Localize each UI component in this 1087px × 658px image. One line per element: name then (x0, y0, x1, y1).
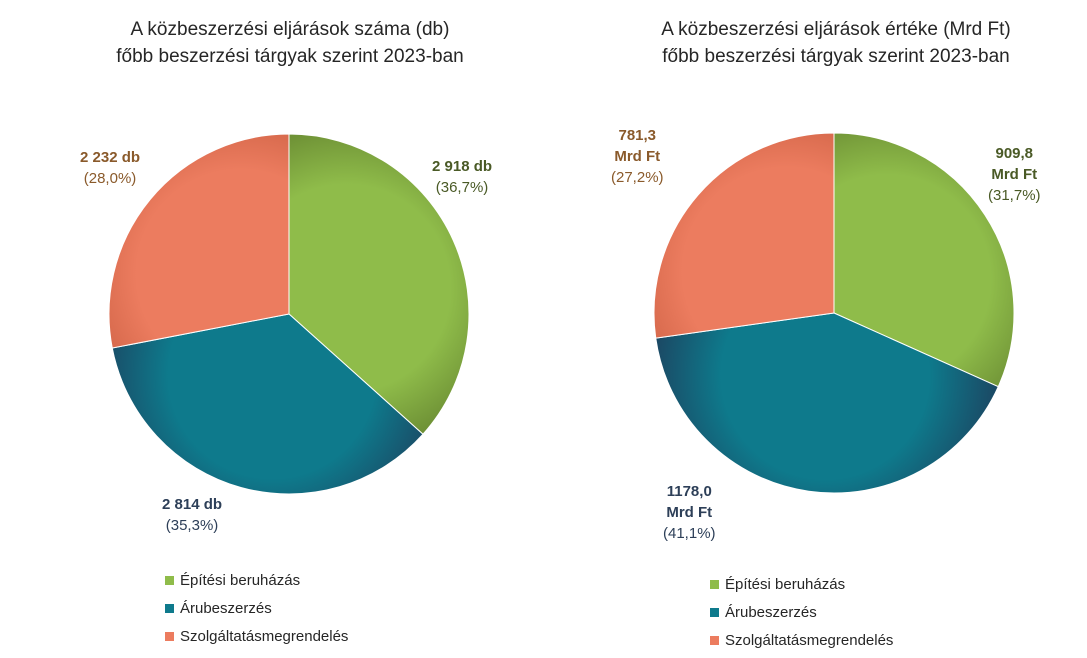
pie-chart-count (108, 133, 470, 495)
legend-label: Árubeszerzés (725, 603, 817, 621)
data-label-epitesi: 909,8 Mrd Ft (31,7%) (988, 143, 1041, 206)
data-label-value: 2 814 db (162, 496, 223, 513)
legend-label: Szolgáltatásmegrendelés (180, 627, 349, 645)
data-label-value: 1178,0 (666, 483, 712, 500)
data-label-aru: 2 814 db (35,3%) (162, 494, 222, 536)
data-label-unit: Mrd Ft (666, 504, 713, 521)
legend: Építési beruházás Árubeszerzés Szolgálta… (710, 570, 893, 654)
legend-item-szolg: Szolgáltatásmegrendelés (165, 622, 348, 650)
legend-label: Építési beruházás (725, 575, 846, 593)
legend-label: Építési beruházás (180, 571, 301, 589)
data-label-percent: (36,7%) (435, 179, 489, 196)
chart-count: A közbeszerzési eljárások száma (db) főb… (0, 0, 540, 658)
legend-item-epitesi: Építési beruházás (165, 566, 348, 594)
data-label-szolg: 2 232 db (28,0%) (80, 147, 140, 189)
legend-item-aru: Árubeszerzés (710, 598, 893, 626)
chart-title: A közbeszerzési eljárások száma (db) főb… (20, 16, 560, 70)
pie-slice-epitesi (288, 133, 470, 435)
data-label-unit: Mrd Ft (614, 148, 661, 165)
legend-swatch (165, 575, 174, 585)
data-label-value: 909,8 (995, 145, 1034, 162)
data-label-percent: (28,0%) (83, 170, 137, 187)
legend-swatch (165, 631, 174, 641)
data-label-percent: (41,1%) (663, 525, 716, 542)
pie-slice-szolg (653, 132, 835, 339)
data-label-value: 2 918 db (432, 158, 493, 175)
data-label-aru: 1178,0 Mrd Ft (41,1%) (663, 481, 716, 544)
data-label-percent: (35,3%) (165, 517, 219, 534)
data-label-value: 2 232 db (80, 149, 141, 166)
pie-slice-szolg (108, 133, 290, 349)
data-label-szolg: 781,3 Mrd Ft (27,2%) (611, 125, 664, 188)
legend-swatch (710, 579, 719, 589)
legend-swatch (710, 635, 719, 645)
data-label-epitesi: 2 918 db (36,7%) (432, 156, 492, 198)
legend-swatch (165, 603, 174, 613)
legend-item-epitesi: Építési beruházás (710, 570, 893, 598)
pie-chart-value (653, 132, 1015, 494)
chart-title-line2: főbb beszerzési tárgyak szerint 2023-ban (662, 46, 1010, 67)
legend-label: Szolgáltatásmegrendelés (725, 631, 894, 649)
data-label-percent: (27,2%) (611, 169, 664, 186)
legend-item-aru: Árubeszerzés (165, 594, 348, 622)
chart-title: A közbeszerzési eljárások értéke (Mrd Ft… (565, 16, 1087, 70)
legend-label: Árubeszerzés (180, 599, 272, 617)
chart-title-line2: főbb beszerzési tárgyak szerint 2023-ban (116, 46, 464, 67)
chart-title-line1: A közbeszerzési eljárások száma (db) (130, 19, 450, 40)
legend-item-szolg: Szolgáltatásmegrendelés (710, 626, 893, 654)
pie-slice-aru (655, 312, 999, 494)
data-label-unit: Mrd Ft (991, 166, 1038, 183)
legend-swatch (710, 607, 719, 617)
data-label-percent: (31,7%) (988, 187, 1041, 204)
data-label-value: 781,3 (618, 127, 657, 144)
legend: Építési beruházás Árubeszerzés Szolgálta… (165, 566, 348, 650)
pie-slice-aru (111, 313, 424, 495)
pie-slice-epitesi (833, 132, 1015, 388)
chart-value: A közbeszerzési eljárások értéke (Mrd Ft… (545, 0, 1087, 658)
chart-title-line1: A közbeszerzési eljárások értéke (Mrd Ft… (661, 19, 1011, 40)
